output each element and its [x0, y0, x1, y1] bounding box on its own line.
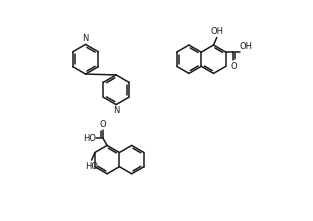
Text: N: N [82, 34, 89, 43]
Text: OH: OH [210, 27, 223, 36]
Text: HO: HO [85, 162, 98, 171]
Text: HO: HO [83, 134, 96, 143]
Text: O: O [231, 61, 237, 70]
Text: OH: OH [240, 42, 253, 51]
Text: N: N [113, 106, 119, 115]
Text: O: O [99, 120, 105, 129]
